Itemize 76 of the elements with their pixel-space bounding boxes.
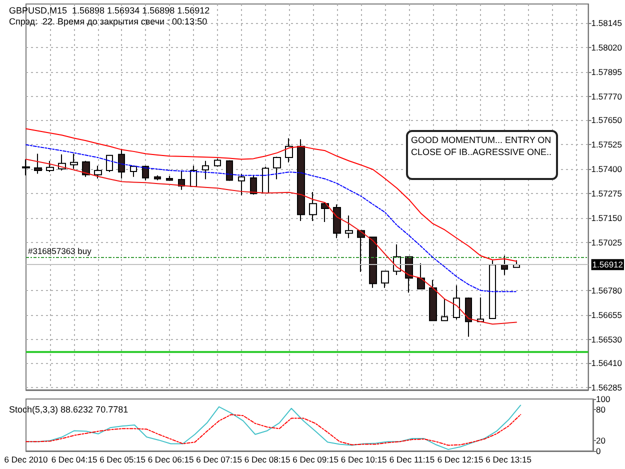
text: Спрэд: 22. Время до закрытия свечи : 00:13:50 (9, 16, 208, 26)
candlestick (34, 153, 42, 174)
y-tick-label: 1.57770 (591, 91, 622, 102)
line-series (26, 414, 522, 446)
candlestick (489, 260, 496, 319)
x-tick-label: 6 Dec 12:15 (437, 454, 484, 464)
callout-box: GOOD MOMENTUM... ENTRY ON CLOSE OF IB..AGRESSIVE ONE.. (406, 130, 558, 180)
candlestick (82, 160, 90, 178)
candlestick (429, 279, 437, 322)
chart-title: GBPUSD,M15 1.56898 1.56934 1.56898 1.56912 (9, 6, 210, 16)
x-tick-label: 6 Dec 05:15 (100, 454, 146, 464)
y-tick-label: 1.57895 (591, 66, 622, 77)
candlestick (501, 255, 508, 276)
candlestick (250, 174, 257, 196)
y-tick-label: 1.57025 (591, 237, 622, 248)
candlestick (238, 173, 245, 196)
y-tick-label: 80 (596, 404, 606, 414)
candlestick (154, 174, 161, 181)
candlestick (441, 298, 448, 322)
x-tick-label: 6 Dec 06:15 (148, 454, 194, 464)
y-tick-label: 0 (596, 446, 601, 456)
candlestick (345, 215, 353, 239)
candlestick (465, 297, 472, 338)
candlestick (130, 166, 137, 178)
candlestick (333, 204, 341, 239)
x-tick-label: 6 Dec 13:15 (486, 454, 532, 464)
x-tick-label: 6 Dec 11:15 (389, 454, 435, 464)
y-tick-label: 1.56410 (591, 358, 622, 368)
text: Stoch(5,3,3) 88.6232 70.7781 (9, 404, 128, 414)
candlestick (453, 284, 460, 320)
y-tick-label: 1.58145 (591, 18, 622, 28)
candlestick (321, 202, 329, 223)
y-tick-label: 100 (596, 394, 610, 404)
candlestick (22, 158, 30, 176)
x-tick-label: 6 Dec 2010 (4, 454, 48, 464)
candlestick (190, 165, 197, 188)
y-tick-label: 1.56780 (591, 285, 622, 296)
y-tick-label: 1.57650 (591, 114, 622, 125)
candlestick (285, 138, 293, 163)
x-tick-label: 6 Dec 07:15 (196, 454, 242, 464)
y-tick-label: 1.58020 (591, 42, 622, 52)
line-series (26, 158, 517, 325)
y-tick-label: 20 (596, 436, 606, 446)
y-tick-label: 1.56655 (591, 310, 622, 320)
candlestick (142, 165, 149, 181)
x-tick-label: 6 Dec 08:15 (244, 454, 290, 464)
candlestick (166, 175, 173, 182)
x-tick-label: 6 Dec 10:15 (340, 454, 387, 464)
candlestick (70, 153, 78, 170)
y-tick-label: 1.57150 (591, 212, 622, 223)
candlestick (405, 256, 413, 294)
candlestick (262, 166, 269, 194)
candlestick (202, 160, 209, 180)
candlestick (118, 148, 125, 179)
y-tick-label: 1.57525 (591, 139, 622, 150)
candlestick (369, 236, 377, 288)
candlestick (214, 158, 221, 168)
candlestick (106, 154, 113, 173)
x-tick-label: 6 Dec 09:15 (292, 454, 339, 464)
y-tick-label: 1.57400 (591, 164, 622, 174)
candlestick (46, 160, 54, 173)
candlestick (309, 192, 317, 222)
candlestick (357, 230, 365, 272)
candlestick (297, 138, 305, 222)
candlestick (226, 160, 233, 182)
y-tick-label: 1.56285 (591, 382, 622, 392)
candlestick (273, 156, 281, 180)
candlestick (381, 270, 389, 288)
x-tick-label: 6 Dec 04:15 (51, 454, 98, 464)
y-tick-label: 1.56530 (591, 334, 622, 344)
candlestick (477, 297, 484, 322)
candlestick (94, 165, 102, 179)
ref-line-label: #316857363 buy (28, 246, 92, 256)
candlestick (417, 262, 425, 290)
ref-line-label: 1.56912 (592, 260, 624, 270)
y-tick-label: 1.57275 (591, 188, 622, 198)
